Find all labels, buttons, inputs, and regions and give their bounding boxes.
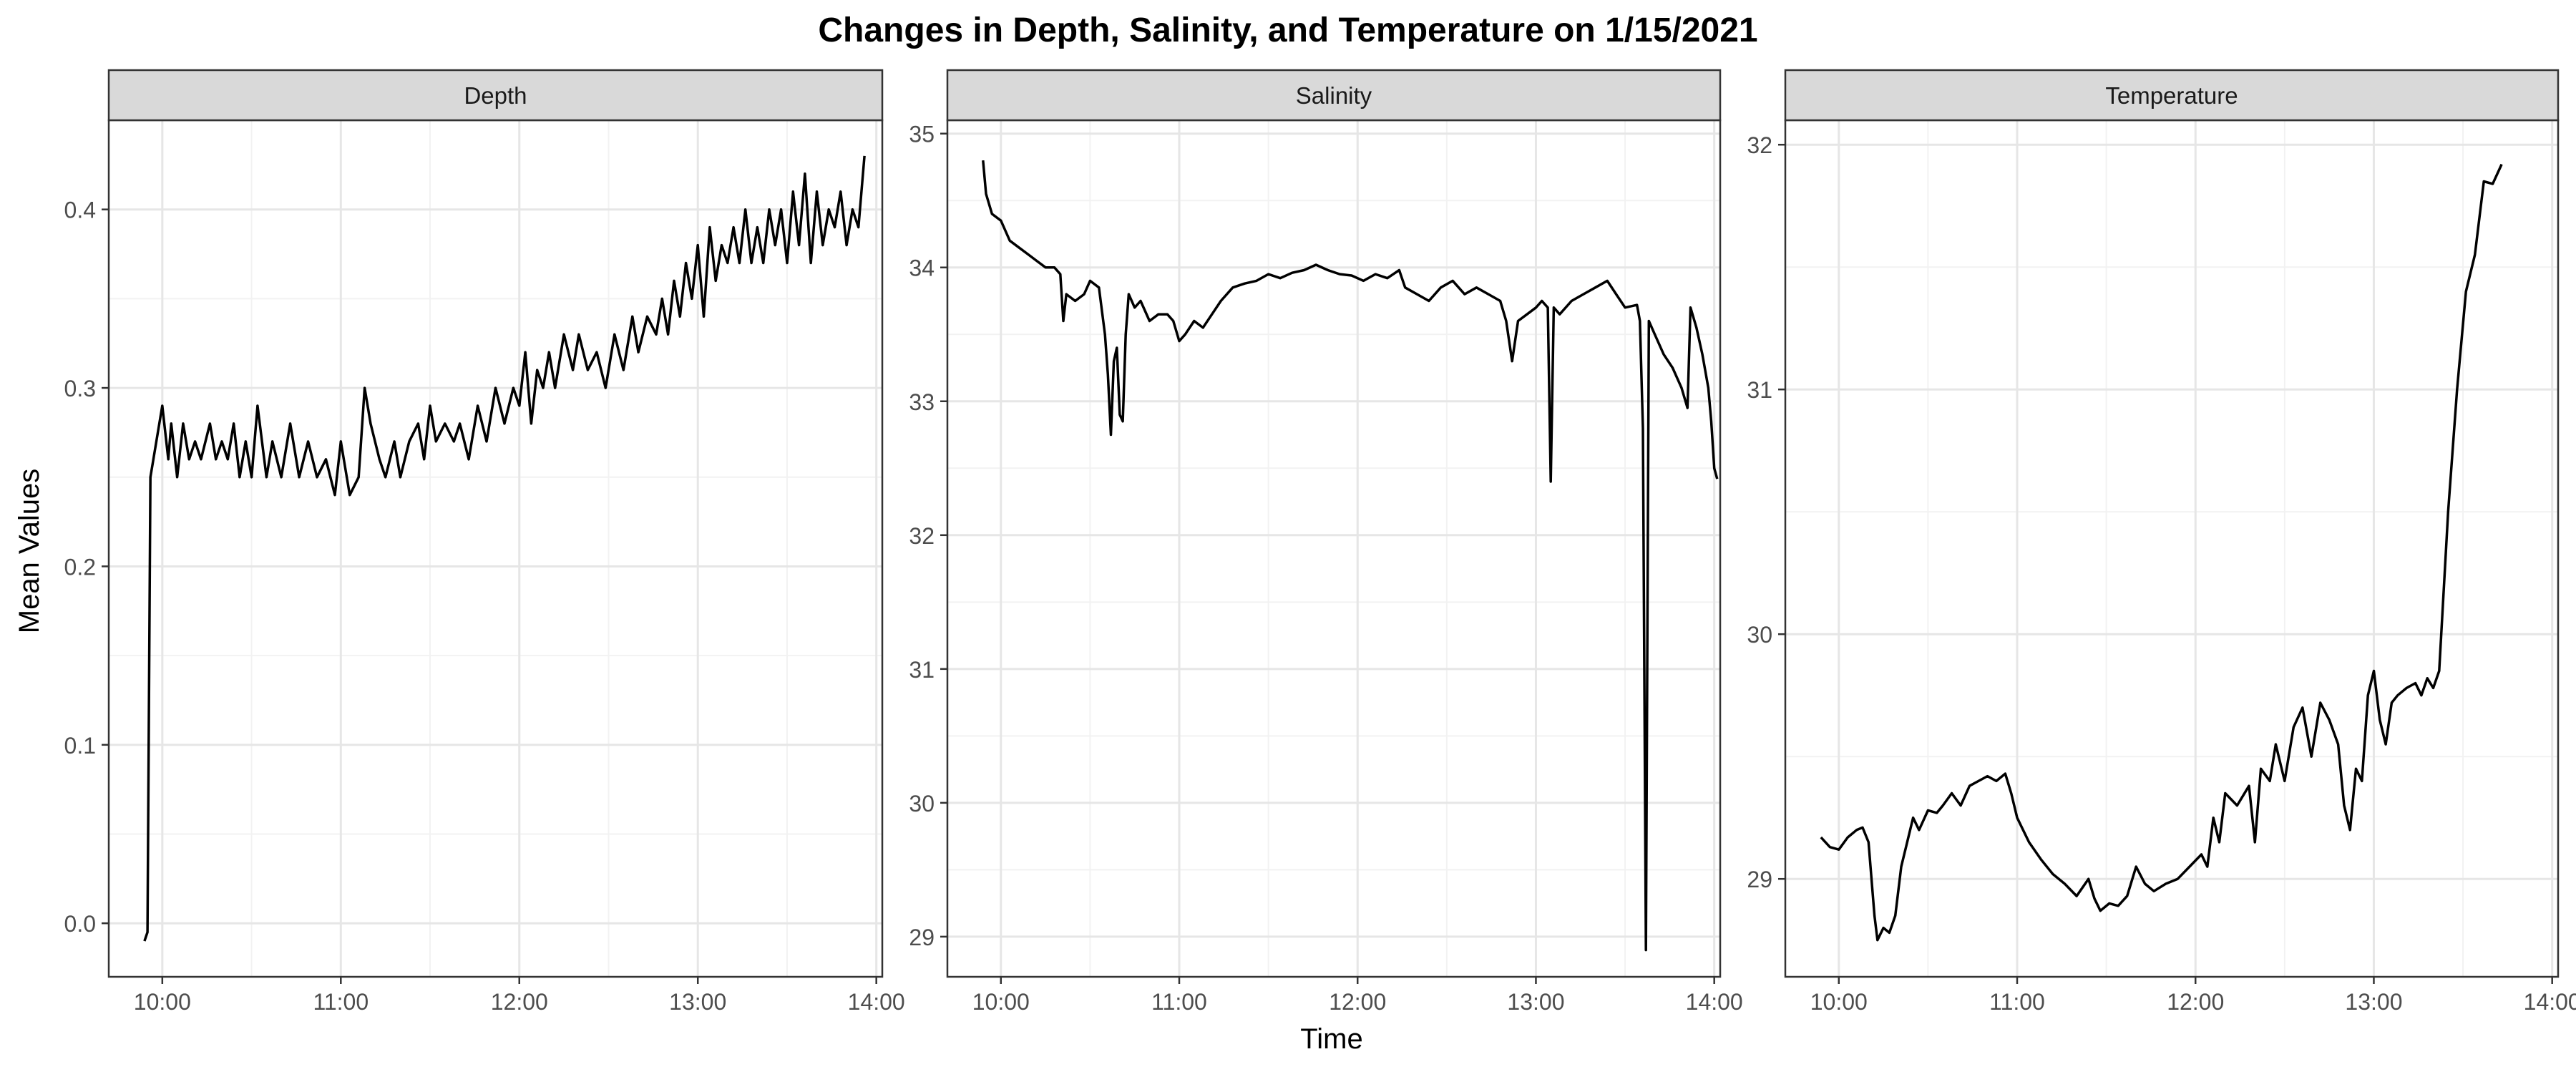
y-axis-label: Mean Values [14,469,45,634]
x-tick-label: 12:00 [491,989,548,1015]
y-tick-label: 29 [909,925,935,950]
series-line-depth [143,155,866,942]
panel-depth: Depth 0.0 0.1 0.2 0.3 0.4 10:00 11:00 12:00 13:00… [64,69,905,1015]
y-tick-label: 0.0 [64,911,96,937]
x-tick-label: 13:00 [2345,989,2402,1015]
series-line-salinity [982,160,1719,952]
y-tick-label: 0.1 [64,733,96,759]
x-tick-label: 12:00 [2167,989,2224,1015]
x-tick-label: 14:00 [848,989,905,1015]
y-tick-label: 30 [1747,622,1772,648]
y-tick-label: 29 [1747,867,1772,892]
x-tick-label: 11:00 [1151,989,1207,1015]
x-tick-label: 14:00 [1686,989,1743,1015]
chart-title: Changes in Depth, Salinity, and Temperat… [818,11,1757,49]
facet-strip [1784,69,2560,122]
x-axis-label: Time [1300,1023,1362,1055]
x-tick-label: 11:00 [1989,989,2045,1015]
panel-salinity: Salinity 29 30 31 32 33 34 35 10:00 11:00 12:00 13:… [909,69,1743,1015]
facet-strip-label: Temperature [2105,82,2238,109]
x-tick-label: 14:00 [2524,989,2576,1015]
y-tick-label: 30 [909,791,935,817]
x-tick-label: 12:00 [1329,989,1386,1015]
panel-temperature: Temperature 29 30 31 32 10:00 11:00 12:00 13:00 1… [1747,69,2576,1015]
y-tick-label: 31 [909,657,935,683]
x-tick-label: 13:00 [1507,989,1564,1015]
facet-strip-label: Salinity [1296,82,1372,109]
series-line-temperature [1820,163,2503,942]
x-tick-label: 10:00 [972,989,1030,1015]
plot-background [947,120,1720,977]
y-tick-label: 32 [1747,132,1772,158]
plot-background [109,120,882,977]
y-tick-label: 35 [909,122,935,147]
y-tick-label: 0.2 [64,554,96,580]
facet-strip [107,69,884,122]
facet-strip [946,69,1722,122]
y-tick-label: 0.3 [64,376,96,401]
y-tick-label: 32 [909,523,935,549]
x-tick-label: 10:00 [134,989,191,1015]
y-tick-label: 0.4 [64,198,96,223]
y-tick-label: 33 [909,389,935,415]
facet-strip-label: Depth [464,82,527,109]
x-tick-label: 10:00 [1810,989,1868,1015]
y-tick-label: 34 [909,255,935,281]
x-tick-label: 13:00 [669,989,726,1015]
facet-panels: Depth 0.0 0.1 0.2 0.3 0.4 10:00 11:00 12:00 13:00… [64,69,2576,1015]
plot-background [1785,120,2558,977]
x-tick-label: 11:00 [313,989,369,1015]
y-tick-label: 31 [1747,377,1772,403]
